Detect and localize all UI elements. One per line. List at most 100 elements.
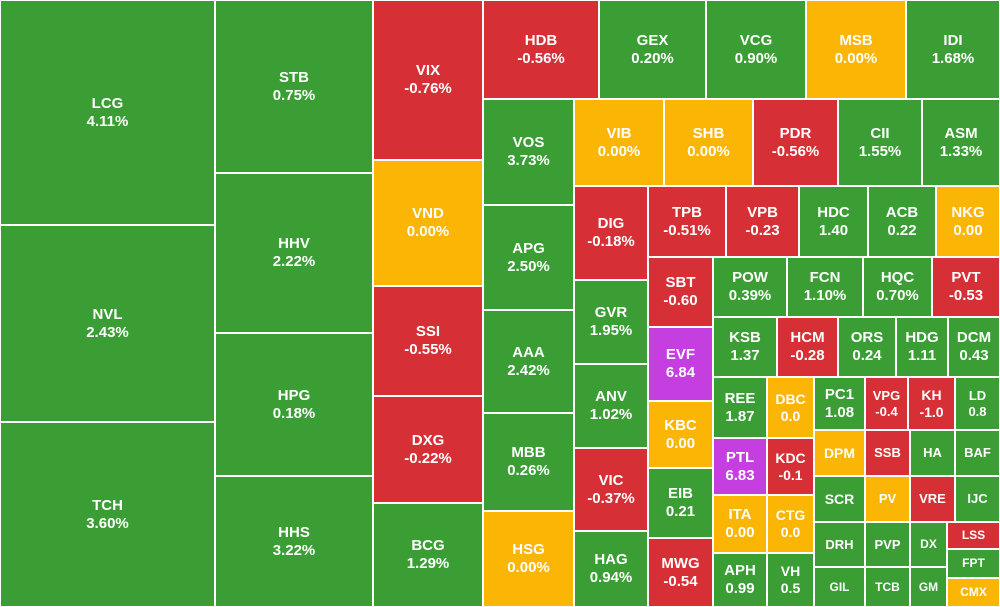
tile-asm[interactable]: ASM 1.33% <box>922 99 1000 186</box>
tile-vpb[interactable]: VPB -0.23 <box>726 186 799 257</box>
tile-change: -0.60 <box>663 292 698 309</box>
tile-gm[interactable]: GM <box>910 567 947 607</box>
tile-hqc[interactable]: HQC 0.70% <box>863 257 932 317</box>
tile-vic[interactable]: VIC -0.37% <box>574 448 648 531</box>
tile-ita[interactable]: ITA 0.00 <box>713 495 767 553</box>
tile-change: -0.56% <box>517 49 565 67</box>
tile-vh[interactable]: VH 0.5 <box>767 553 814 607</box>
tile-dbc[interactable]: DBC 0.0 <box>767 377 814 438</box>
tile-fpt[interactable]: FPT <box>947 549 1000 578</box>
tile-vpg[interactable]: VPG -0.4 <box>865 377 908 430</box>
tile-vix[interactable]: VIX -0.76% <box>373 0 483 160</box>
tile-anv[interactable]: ANV 1.02% <box>574 364 648 448</box>
tile-msb[interactable]: MSB 0.00% <box>806 0 906 99</box>
tile-shb[interactable]: SHB 0.00% <box>664 99 753 186</box>
tile-lcg[interactable]: LCG 4.11% <box>0 0 215 225</box>
tile-change: -0.4 <box>875 403 898 419</box>
tile-kh[interactable]: KH -1.0 <box>908 377 955 430</box>
tile-nkg[interactable]: NKG 0.00 <box>936 186 1000 257</box>
tile-drh[interactable]: DRH <box>814 522 865 567</box>
tile-tcb[interactable]: TCB <box>865 567 910 607</box>
tile-lss[interactable]: LSS <box>947 522 1000 549</box>
tile-change: 0.0 <box>780 407 801 424</box>
tile-ptl[interactable]: PTL 6.83 <box>713 438 767 495</box>
tile-nvl[interactable]: NVL 2.43% <box>0 225 215 422</box>
tile-vnd[interactable]: VND 0.00% <box>373 160 483 286</box>
tile-symbol: VIB <box>606 124 632 142</box>
tile-ssi[interactable]: SSI -0.55% <box>373 286 483 396</box>
tile-pvp[interactable]: PVP <box>865 522 910 567</box>
tile-dx[interactable]: DX <box>910 522 947 567</box>
tile-pv[interactable]: PV <box>865 476 910 522</box>
tile-kbc[interactable]: KBC 0.00 <box>648 401 713 468</box>
tile-symbol: KBC <box>664 416 697 434</box>
tile-evf[interactable]: EVF 6.84 <box>648 327 713 401</box>
tile-ijc[interactable]: IJC <box>955 476 1000 522</box>
tile-pdr[interactable]: PDR -0.56% <box>753 99 838 186</box>
tile-symbol: DIG <box>597 215 625 232</box>
tile-vcg[interactable]: VCG 0.90% <box>706 0 806 99</box>
tile-hpg[interactable]: HPG 0.18% <box>215 333 373 476</box>
tile-dpm[interactable]: DPM <box>814 430 865 476</box>
tile-symbol: FPT <box>962 556 985 571</box>
tile-apg[interactable]: APG 2.50% <box>483 205 574 310</box>
tile-ksb[interactable]: KSB 1.37 <box>713 317 777 377</box>
tile-hcm[interactable]: HCM -0.28 <box>777 317 838 377</box>
tile-ha[interactable]: HA <box>910 430 955 476</box>
tile-dcm[interactable]: DCM 0.43 <box>948 317 1000 377</box>
tile-pow[interactable]: POW 0.39% <box>713 257 787 317</box>
tile-ors[interactable]: ORS 0.24 <box>838 317 896 377</box>
tile-pc1[interactable]: PC1 1.08 <box>814 377 865 430</box>
tile-eib[interactable]: EIB 0.21 <box>648 468 713 538</box>
tile-mbb[interactable]: MBB 0.26% <box>483 413 574 511</box>
tile-hag[interactable]: HAG 0.94% <box>574 531 648 607</box>
tile-symbol: HA <box>923 445 942 461</box>
tile-gil[interactable]: GIL <box>814 567 865 607</box>
tile-change: 1.55% <box>858 142 902 160</box>
tile-dxg[interactable]: DXG -0.22% <box>373 396 483 503</box>
tile-vre[interactable]: VRE <box>910 476 955 522</box>
tile-cii[interactable]: CII 1.55% <box>838 99 922 186</box>
tile-bcg[interactable]: BCG 1.29% <box>373 503 483 607</box>
tile-pvt[interactable]: PVT -0.53 <box>932 257 1000 317</box>
tile-tch[interactable]: TCH 3.60% <box>0 422 215 607</box>
tile-ree[interactable]: REE 1.87 <box>713 377 767 438</box>
tile-symbol: LSS <box>961 528 986 543</box>
tile-vos[interactable]: VOS 3.73% <box>483 99 574 205</box>
tile-aaa[interactable]: AAA 2.42% <box>483 310 574 413</box>
tile-hdb[interactable]: HDB -0.56% <box>483 0 599 99</box>
tile-sbt[interactable]: SBT -0.60 <box>648 257 713 327</box>
tile-acb[interactable]: ACB 0.22 <box>868 186 936 257</box>
tile-fcn[interactable]: FCN 1.10% <box>787 257 863 317</box>
tile-symbol: POW <box>732 269 768 286</box>
tile-hhv[interactable]: HHV 2.22% <box>215 173 373 333</box>
tile-scr[interactable]: SCR <box>814 476 865 522</box>
tile-hdc[interactable]: HDC 1.40 <box>799 186 868 257</box>
tile-baf[interactable]: BAF <box>955 430 1000 476</box>
tile-ld[interactable]: LD 0.8 <box>955 377 1000 430</box>
tile-symbol: PC1 <box>824 385 855 403</box>
tile-symbol: VCG <box>739 31 773 49</box>
tile-symbol: TCB <box>875 579 900 594</box>
tile-gvr[interactable]: GVR 1.95% <box>574 280 648 364</box>
tile-dig[interactable]: DIG -0.18% <box>574 186 648 280</box>
tile-hsg[interactable]: HSG 0.00% <box>483 511 574 607</box>
tile-change: 6.84 <box>665 364 696 381</box>
tile-aph[interactable]: APH 0.99 <box>713 553 767 607</box>
tile-symbol: VND <box>412 205 444 222</box>
tile-cmx[interactable]: CMX <box>947 578 1000 607</box>
tile-symbol: LD <box>968 387 987 403</box>
tile-gex[interactable]: GEX 0.20% <box>599 0 706 99</box>
tile-hdg[interactable]: HDG 1.11 <box>896 317 948 377</box>
tile-tpb[interactable]: TPB -0.51% <box>648 186 726 257</box>
tile-change: 0.00 <box>725 524 755 541</box>
tile-ctg[interactable]: CTG 0.0 <box>767 495 814 553</box>
tile-change: 0.00 <box>665 434 696 452</box>
tile-vib[interactable]: VIB 0.00% <box>574 99 664 186</box>
tile-kdc[interactable]: KDC -0.1 <box>767 438 814 495</box>
tile-idi[interactable]: IDI 1.68% <box>906 0 1000 99</box>
tile-ssb[interactable]: SSB <box>865 430 910 476</box>
tile-stb[interactable]: STB 0.75% <box>215 0 373 173</box>
tile-hhs[interactable]: HHS 3.22% <box>215 476 373 607</box>
tile-mwg[interactable]: MWG -0.54 <box>648 538 713 607</box>
